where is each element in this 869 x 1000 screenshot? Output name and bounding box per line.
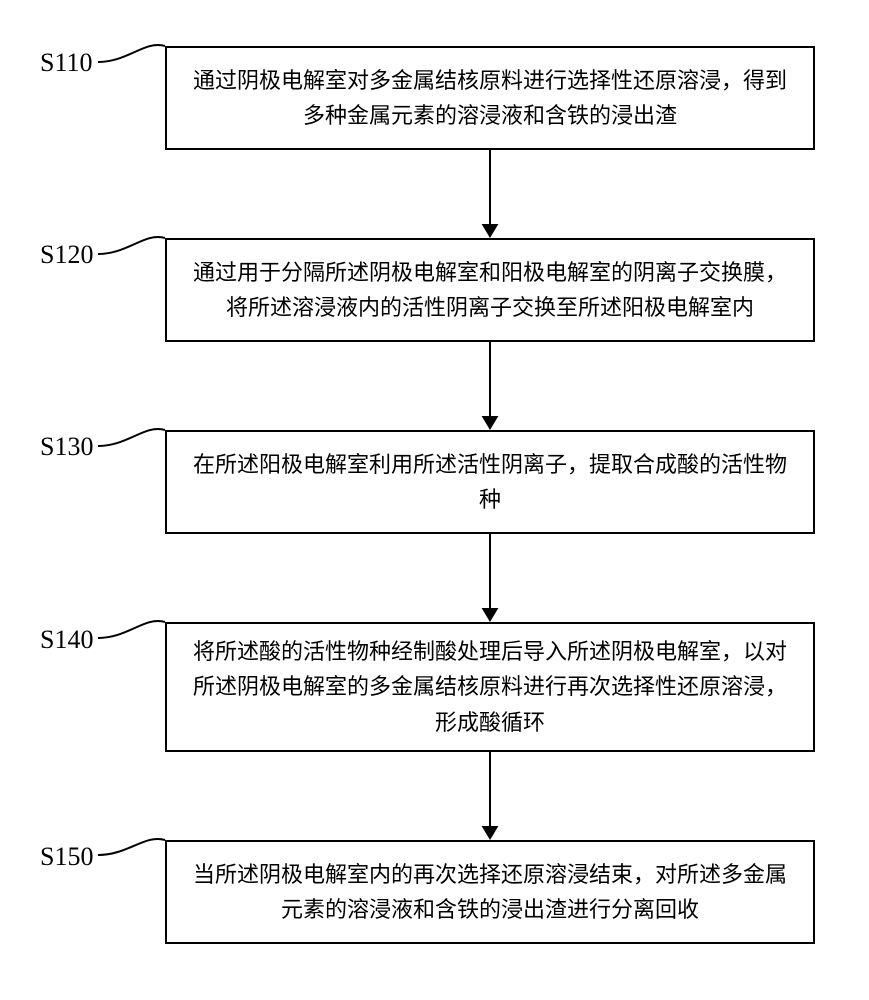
step-box-s140: 将所述酸的活性物种经制酸处理后导入所述阴极电解室，以对所述阴极电解室的多金属结核…: [165, 622, 815, 752]
step-text-s150: 当所述阴极电解室内的再次选择还原溶浸结束，对所述多金属元素的溶浸液和含铁的浸出渣…: [185, 857, 795, 927]
step-text-s140: 将所述酸的活性物种经制酸处理后导入所述阴极电解室，以对所述阴极电解室的多金属结核…: [185, 634, 795, 740]
step-text-s120: 通过用于分隔所述阴极电解室和阳极电解室的阴离子交换膜，将所述溶浸液内的活性阴离子…: [185, 255, 795, 325]
step-box-s110: 通过阴极电解室对多金属结核原料进行选择性还原溶浸，得到多种金属元素的溶浸液和含铁…: [165, 46, 815, 150]
step-text-s130: 在所述阳极电解室利用所述活性阴离子，提取合成酸的活性物种: [185, 447, 795, 517]
step-box-s130: 在所述阳极电解室利用所述活性阴离子，提取合成酸的活性物种: [165, 430, 815, 534]
step-box-s120: 通过用于分隔所述阴极电解室和阳极电解室的阴离子交换膜，将所述溶浸液内的活性阴离子…: [165, 238, 815, 342]
step-text-s110: 通过阴极电解室对多金属结核原料进行选择性还原溶浸，得到多种金属元素的溶浸液和含铁…: [185, 63, 795, 133]
step-box-s150: 当所述阴极电解室内的再次选择还原溶浸结束，对所述多金属元素的溶浸液和含铁的浸出渣…: [165, 840, 815, 944]
step-label-s150: S150: [40, 842, 93, 872]
step-label-s110: S110: [40, 48, 93, 78]
step-label-s130: S130: [40, 432, 93, 462]
step-label-s120: S120: [40, 240, 93, 270]
step-label-s140: S140: [40, 625, 93, 655]
